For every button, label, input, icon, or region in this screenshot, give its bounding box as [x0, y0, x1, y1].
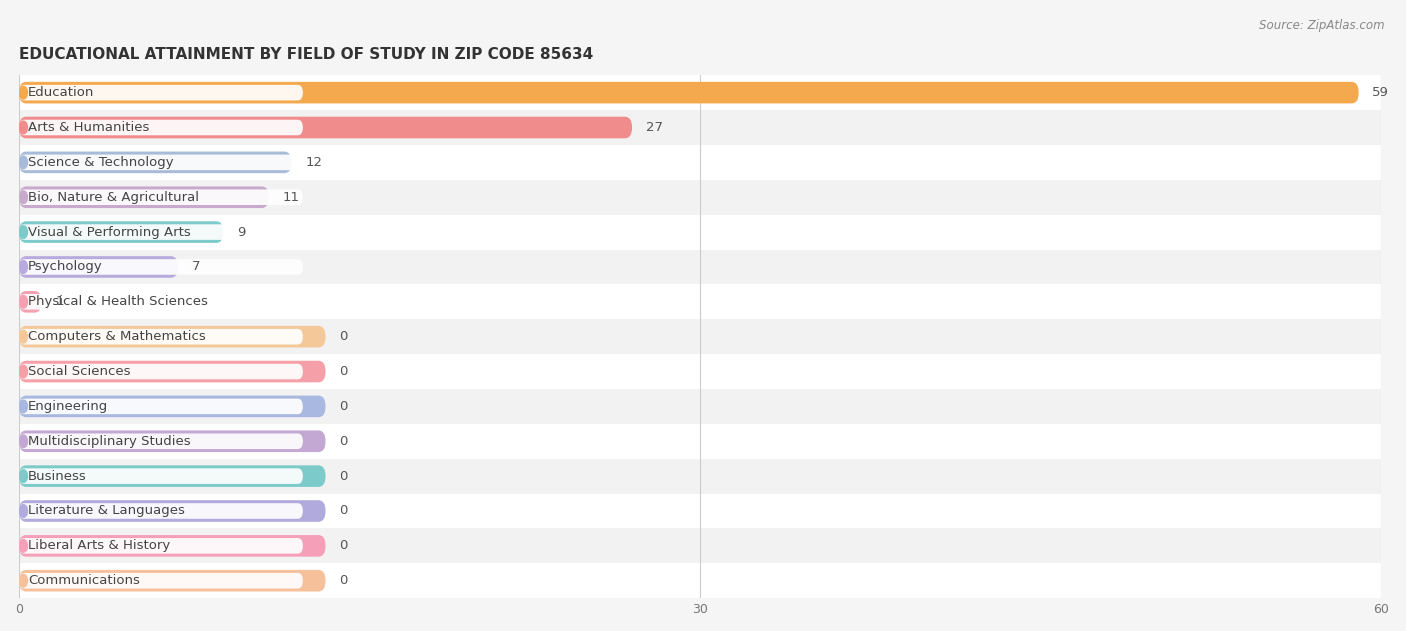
FancyBboxPatch shape — [20, 573, 302, 589]
FancyBboxPatch shape — [20, 424, 1381, 459]
FancyBboxPatch shape — [20, 186, 269, 208]
Circle shape — [20, 469, 28, 483]
FancyBboxPatch shape — [20, 563, 1381, 598]
Text: 0: 0 — [339, 505, 347, 517]
FancyBboxPatch shape — [20, 221, 224, 243]
FancyBboxPatch shape — [20, 82, 1358, 103]
FancyBboxPatch shape — [20, 433, 302, 449]
Circle shape — [20, 295, 28, 308]
Text: Social Sciences: Social Sciences — [28, 365, 131, 378]
FancyBboxPatch shape — [20, 117, 633, 138]
FancyBboxPatch shape — [20, 493, 1381, 528]
FancyBboxPatch shape — [20, 459, 1381, 493]
Text: 7: 7 — [191, 261, 200, 273]
FancyBboxPatch shape — [20, 430, 326, 452]
Text: Multidisciplinary Studies: Multidisciplinary Studies — [28, 435, 191, 448]
FancyBboxPatch shape — [20, 363, 302, 379]
Circle shape — [20, 400, 28, 413]
Text: Visual & Performing Arts: Visual & Performing Arts — [28, 226, 191, 239]
Text: 0: 0 — [339, 469, 347, 483]
FancyBboxPatch shape — [20, 570, 326, 591]
Text: Engineering: Engineering — [28, 400, 108, 413]
Circle shape — [20, 505, 28, 517]
Circle shape — [20, 191, 28, 204]
FancyBboxPatch shape — [20, 189, 302, 205]
FancyBboxPatch shape — [20, 180, 1381, 215]
FancyBboxPatch shape — [20, 75, 1381, 110]
Circle shape — [20, 121, 28, 134]
FancyBboxPatch shape — [20, 389, 1381, 424]
Circle shape — [20, 574, 28, 587]
Text: Arts & Humanities: Arts & Humanities — [28, 121, 149, 134]
Text: Science & Technology: Science & Technology — [28, 156, 174, 169]
FancyBboxPatch shape — [20, 120, 302, 135]
Text: 0: 0 — [339, 365, 347, 378]
Circle shape — [20, 330, 28, 343]
FancyBboxPatch shape — [20, 294, 302, 310]
FancyBboxPatch shape — [20, 224, 302, 240]
FancyBboxPatch shape — [20, 145, 1381, 180]
Text: Psychology: Psychology — [28, 261, 103, 273]
Text: Literature & Languages: Literature & Languages — [28, 505, 186, 517]
Text: 12: 12 — [305, 156, 322, 169]
Text: 11: 11 — [283, 191, 299, 204]
Text: EDUCATIONAL ATTAINMENT BY FIELD OF STUDY IN ZIP CODE 85634: EDUCATIONAL ATTAINMENT BY FIELD OF STUDY… — [20, 47, 593, 62]
Text: 1: 1 — [55, 295, 63, 309]
FancyBboxPatch shape — [20, 329, 302, 345]
FancyBboxPatch shape — [20, 110, 1381, 145]
FancyBboxPatch shape — [20, 354, 1381, 389]
Circle shape — [20, 261, 28, 273]
FancyBboxPatch shape — [20, 326, 326, 348]
FancyBboxPatch shape — [20, 361, 326, 382]
FancyBboxPatch shape — [20, 396, 326, 417]
FancyBboxPatch shape — [20, 259, 302, 274]
Circle shape — [20, 365, 28, 378]
Text: 9: 9 — [238, 226, 246, 239]
Text: 0: 0 — [339, 574, 347, 587]
FancyBboxPatch shape — [20, 538, 302, 553]
Circle shape — [20, 86, 28, 99]
FancyBboxPatch shape — [20, 468, 302, 484]
FancyBboxPatch shape — [20, 215, 1381, 249]
Text: Education: Education — [28, 86, 94, 99]
Text: 0: 0 — [339, 435, 347, 448]
FancyBboxPatch shape — [20, 151, 291, 173]
Circle shape — [20, 226, 28, 239]
Text: 59: 59 — [1372, 86, 1389, 99]
Text: Communications: Communications — [28, 574, 141, 587]
Circle shape — [20, 156, 28, 168]
FancyBboxPatch shape — [20, 399, 302, 414]
Text: 0: 0 — [339, 330, 347, 343]
FancyBboxPatch shape — [20, 535, 326, 557]
FancyBboxPatch shape — [20, 155, 302, 170]
Text: Business: Business — [28, 469, 87, 483]
Circle shape — [20, 435, 28, 447]
Text: 0: 0 — [339, 540, 347, 552]
Text: 0: 0 — [339, 400, 347, 413]
FancyBboxPatch shape — [20, 256, 179, 278]
FancyBboxPatch shape — [20, 291, 42, 312]
FancyBboxPatch shape — [20, 249, 1381, 285]
Text: 27: 27 — [645, 121, 662, 134]
Text: Source: ZipAtlas.com: Source: ZipAtlas.com — [1260, 19, 1385, 32]
FancyBboxPatch shape — [20, 319, 1381, 354]
Text: Physical & Health Sciences: Physical & Health Sciences — [28, 295, 208, 309]
FancyBboxPatch shape — [20, 465, 326, 487]
FancyBboxPatch shape — [20, 85, 302, 100]
FancyBboxPatch shape — [20, 503, 302, 519]
Text: Bio, Nature & Agricultural: Bio, Nature & Agricultural — [28, 191, 200, 204]
FancyBboxPatch shape — [20, 285, 1381, 319]
Circle shape — [20, 540, 28, 552]
Text: Liberal Arts & History: Liberal Arts & History — [28, 540, 170, 552]
Text: Computers & Mathematics: Computers & Mathematics — [28, 330, 205, 343]
FancyBboxPatch shape — [20, 528, 1381, 563]
FancyBboxPatch shape — [20, 500, 326, 522]
